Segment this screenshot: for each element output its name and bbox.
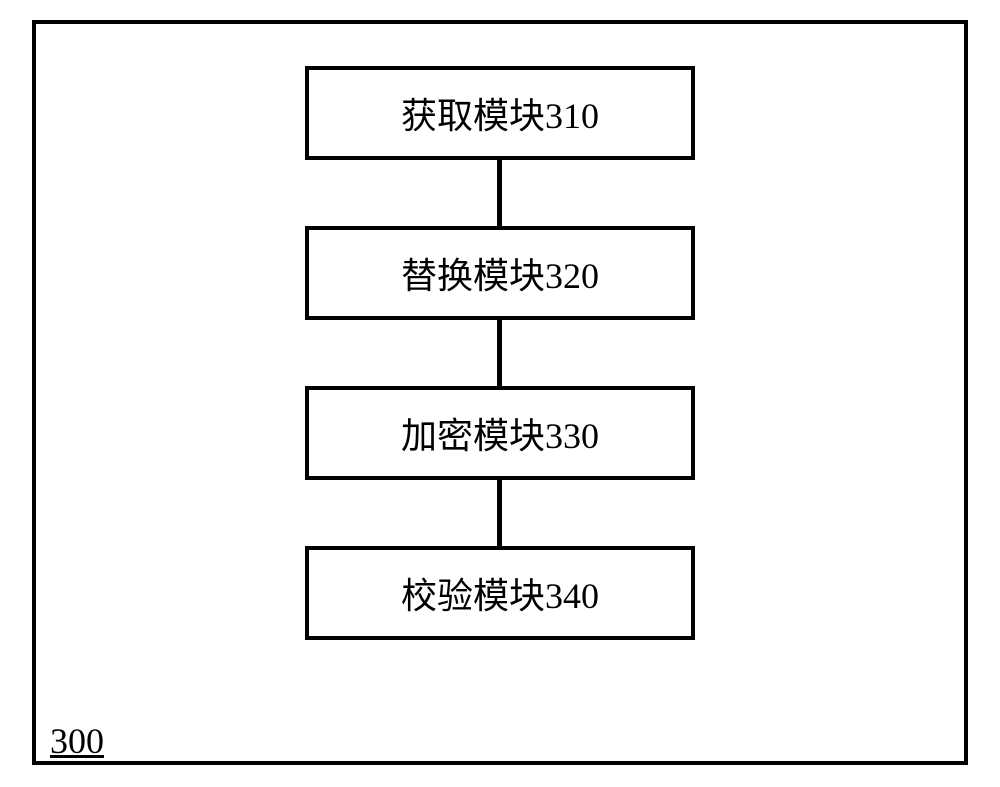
node-replace-module: 替换模块320 bbox=[305, 226, 695, 320]
node-encrypt-module: 加密模块330 bbox=[305, 386, 695, 480]
node-label: 加密模块330 bbox=[401, 407, 599, 459]
figure-number: 300 bbox=[50, 720, 104, 762]
edge-330-340 bbox=[497, 480, 502, 546]
node-label: 校验模块340 bbox=[401, 567, 599, 619]
node-label: 获取模块310 bbox=[401, 87, 599, 139]
node-verify-module: 校验模块340 bbox=[305, 546, 695, 640]
node-label: 替换模块320 bbox=[401, 247, 599, 299]
module-flowchart: 获取模块310 替换模块320 加密模块330 校验模块340 bbox=[0, 0, 1000, 787]
edge-320-330 bbox=[497, 320, 502, 386]
node-acquire-module: 获取模块310 bbox=[305, 66, 695, 160]
edge-310-320 bbox=[497, 160, 502, 226]
